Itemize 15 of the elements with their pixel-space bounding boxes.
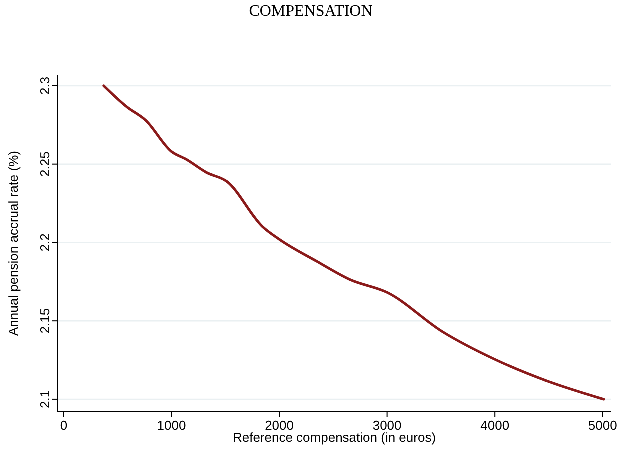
chart-title: COMPENSATION [249,3,374,20]
y-tick-label: 2.3 [38,76,52,96]
x-tick-label: 5000 [588,418,618,433]
y-axis-title: Annual pension accrual rate (%) [6,151,21,336]
y-tick-label: 2.15 [38,308,52,334]
line-series [102,84,606,401]
x-tick-label: 0 [60,418,68,433]
x-tick-label: 1000 [157,418,186,433]
x-axis-title: Reference compensation (in euros) [232,430,436,445]
y-tick-label: 2.1 [38,390,52,408]
y-tick-label: 2.2 [38,234,52,252]
y-tick-label: 2.25 [38,152,52,177]
x-tick-label: 2000 [265,418,294,433]
x-tick-label: 4000 [480,418,510,433]
x-tick-label: 3000 [372,418,402,433]
